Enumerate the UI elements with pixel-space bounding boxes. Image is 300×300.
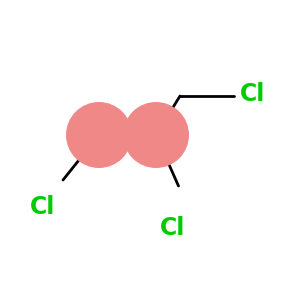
Circle shape <box>66 102 132 168</box>
Text: Cl: Cl <box>30 195 56 219</box>
Text: Cl: Cl <box>240 82 266 106</box>
Text: Cl: Cl <box>160 216 185 240</box>
Circle shape <box>123 102 189 168</box>
